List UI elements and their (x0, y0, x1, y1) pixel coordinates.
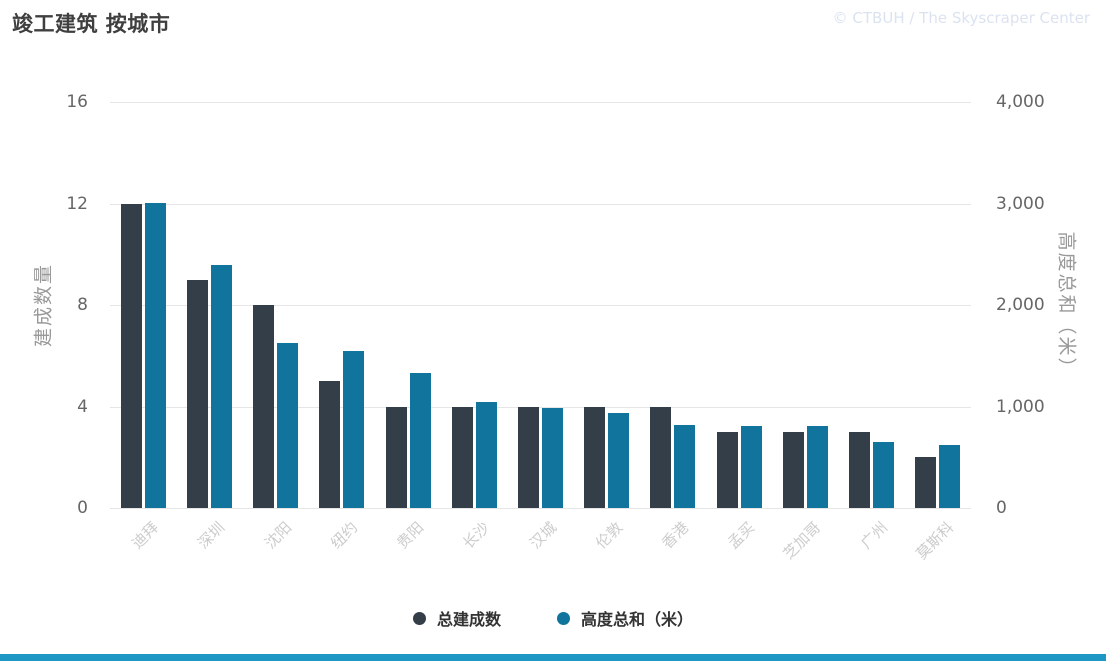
bar-height-sum-1[interactable] (144, 202, 166, 508)
legend-marker-icon (557, 611, 570, 625)
plot-area (110, 102, 971, 509)
bar-height-sum-10[interactable] (740, 426, 762, 508)
bar-built-count-6[interactable] (451, 406, 473, 508)
legend-label: 总建成数 (436, 610, 501, 629)
bar-built-count-10[interactable] (716, 431, 738, 508)
left-axis-tick-label: 12 (66, 193, 88, 214)
legend-label: 高度总和（米） (581, 610, 694, 629)
left-axis-tick-label: 0 (77, 498, 88, 518)
bar-height-sum-3[interactable] (277, 343, 299, 508)
legend-marker-icon (412, 611, 426, 625)
legend-item-height-sum[interactable]: 高度总和（米） (557, 606, 693, 630)
left-axis-tick-label: 8 (77, 295, 88, 315)
legend-item-built-count[interactable]: 总建成数 (412, 606, 501, 630)
footer-bar (0, 654, 1106, 661)
bar-built-count-4[interactable] (319, 381, 341, 508)
bar-height-sum-2[interactable] (210, 264, 232, 508)
gridline (110, 508, 971, 509)
right-axis-tick-label: 3,000 (996, 193, 1045, 214)
bar-height-sum-13[interactable] (939, 445, 961, 508)
bar-built-count-8[interactable] (584, 406, 606, 508)
right-axis-title: 高度总和（米） (1055, 231, 1078, 379)
watermark-credit: © CTBUH / The Skyscraper Center (832, 9, 1090, 27)
bar-height-sum-11[interactable] (806, 426, 828, 508)
bar-height-sum-9[interactable] (674, 424, 696, 508)
bar-built-count-11[interactable] (782, 431, 804, 508)
bar-built-count-3[interactable] (253, 305, 275, 508)
bar-built-count-2[interactable] (186, 279, 208, 508)
gridline (110, 305, 971, 306)
bar-height-sum-4[interactable] (343, 351, 365, 508)
bar-height-sum-8[interactable] (608, 412, 630, 508)
bar-built-count-9[interactable] (650, 406, 672, 508)
left-axis-tick-label: 4 (77, 396, 88, 417)
bar-height-sum-7[interactable] (542, 407, 563, 508)
chart-title: 竣工建筑 按城市 (12, 12, 171, 36)
gridline (110, 203, 971, 205)
bar-built-count-7[interactable] (518, 406, 539, 508)
bar-built-count-12[interactable] (849, 431, 871, 508)
bar-height-sum-6[interactable] (475, 401, 497, 508)
right-axis-tick-label: 2,000 (996, 295, 1045, 315)
right-axis-tick-label: 0 (996, 498, 1007, 518)
legend: 总建成数 高度总和（米） (0, 605, 1106, 631)
right-axis-tick-label: 1,000 (996, 396, 1045, 417)
bar-height-sum-5[interactable] (409, 373, 431, 508)
gridline (110, 102, 971, 103)
bar-built-count-1[interactable] (120, 203, 142, 508)
bar-height-sum-12[interactable] (873, 441, 895, 508)
left-axis-tick-label: 16 (66, 92, 88, 112)
bar-built-count-13[interactable] (915, 457, 937, 508)
right-axis-tick-label: 4,000 (996, 92, 1045, 112)
bar-built-count-5[interactable] (385, 406, 407, 508)
left-axis-title: 建成数量 (32, 262, 55, 348)
gridline (110, 406, 971, 408)
